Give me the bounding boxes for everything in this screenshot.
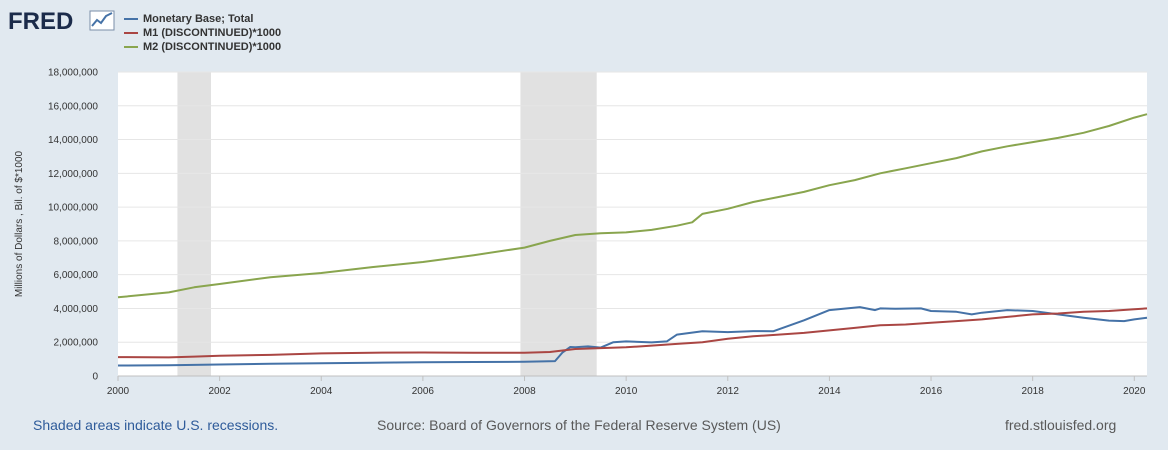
y-tick-label: 8,000,000 [54,236,99,247]
x-tick-label: 2016 [920,386,943,397]
x-tick-label: 2012 [717,386,740,397]
y-tick-label: 10,000,000 [48,203,98,214]
fred-logo[interactable]: FRED [8,6,120,34]
y-tick-label: 12,000,000 [48,169,98,180]
x-tick-label: 2000 [107,386,130,397]
y-tick-label: 4,000,000 [54,304,99,315]
site-link[interactable]: fred.stlouisfed.org [1005,417,1117,433]
plot-area [118,72,1147,376]
recession-band-2 [520,72,597,376]
svg-text:FRED: FRED [8,8,73,34]
chart-legend: Monetary Base; Total M1 (DISCONTINUED)*10… [124,12,281,54]
legend-swatch [124,32,138,34]
x-tick-label: 2020 [1123,386,1146,397]
legend-swatch [124,18,138,20]
legend-item-monetary-base-total: Monetary Base; Total [124,12,281,26]
x-tick-label: 2002 [209,386,232,397]
legend-label: M1 (DISCONTINUED)*1000 [143,27,282,39]
legend-swatch [124,46,138,48]
x-tick-label: 2004 [310,386,333,397]
legend-label: M2 (DISCONTINUED)*1000 [143,41,282,53]
y-tick-label: 18,000,000 [48,68,98,79]
recession-note: Shaded areas indicate U.S. recessions. [33,417,279,433]
chart: 0 2,000,000 4,000,000 6,000,000 8,000,000 10,… [14,68,1148,397]
legend-item-m2-discontinued-1000: M2 (DISCONTINUED)*1000 [124,40,281,54]
y-tick-label: 2,000,000 [54,338,99,349]
x-tick-label: 2014 [818,386,841,397]
y-tick-label: 14,000,000 [48,135,98,146]
x-tick-label: 2018 [1022,386,1045,397]
y-tick-label: 6,000,000 [54,270,99,281]
recession-band-1 [177,72,211,376]
y-tick-label: 0 [92,372,98,383]
series-line-m2-discontinued-1000 [117,113,1148,299]
series-line-m1-discontinued-1000 [117,307,1148,359]
y-tick-label: 16,000,000 [48,101,98,112]
x-tick-label: 2010 [615,386,638,397]
x-tick-label: 2006 [412,386,435,397]
source-note: Source: Board of Governors of the Federa… [377,417,781,433]
y-axis-label: Millions of Dollars , Bil. of $*1000 [14,150,25,297]
series-line-monetary-base-total [117,306,1148,367]
legend-label: Monetary Base; Total [143,13,254,25]
legend-item-m1-discontinued-1000: M1 (DISCONTINUED)*1000 [124,26,281,40]
x-tick-label: 2008 [513,386,536,397]
